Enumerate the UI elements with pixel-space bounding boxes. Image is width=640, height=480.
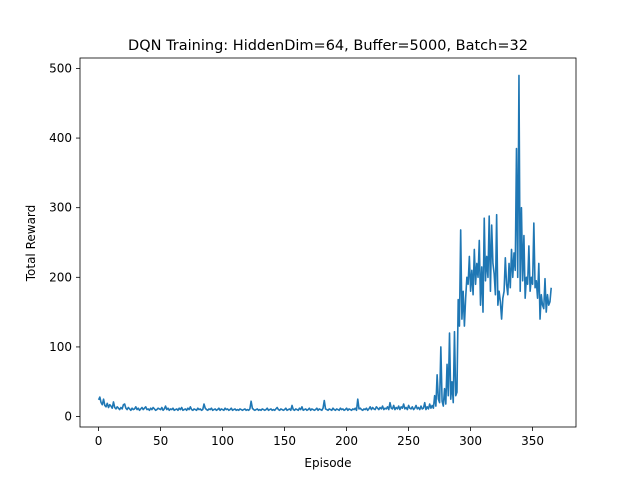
x-tick-label: 150 (273, 434, 296, 448)
plot-area (97, 74, 552, 412)
x-tick-label: 250 (397, 434, 420, 448)
y-tick-label: 100 (49, 340, 72, 354)
series-line-0 (97, 74, 552, 412)
x-tick-label: 300 (459, 434, 482, 448)
y-tick-label: 300 (49, 201, 72, 215)
x-tick-label: 50 (153, 434, 168, 448)
x-tick-label: 350 (521, 434, 544, 448)
x-tick-label: 200 (335, 434, 358, 448)
plot-frame (79, 57, 577, 428)
y-tick-label: 0 (64, 410, 72, 424)
y-tick-label: 500 (49, 61, 72, 75)
x-axis-label: Episode (304, 456, 351, 470)
y-axis-label: Total Reward (24, 205, 38, 283)
y-tick-label: 400 (49, 131, 72, 145)
axes: 0 50 100 150 200 250 300 350 0 100 200 300 400 500 (49, 57, 577, 448)
chart-title: DQN Training: HiddenDim=64, Buffer=5000,… (128, 38, 528, 54)
x-tick-label: 0 (95, 434, 103, 448)
y-tick-label: 200 (49, 270, 72, 284)
x-tick-label: 100 (211, 434, 234, 448)
